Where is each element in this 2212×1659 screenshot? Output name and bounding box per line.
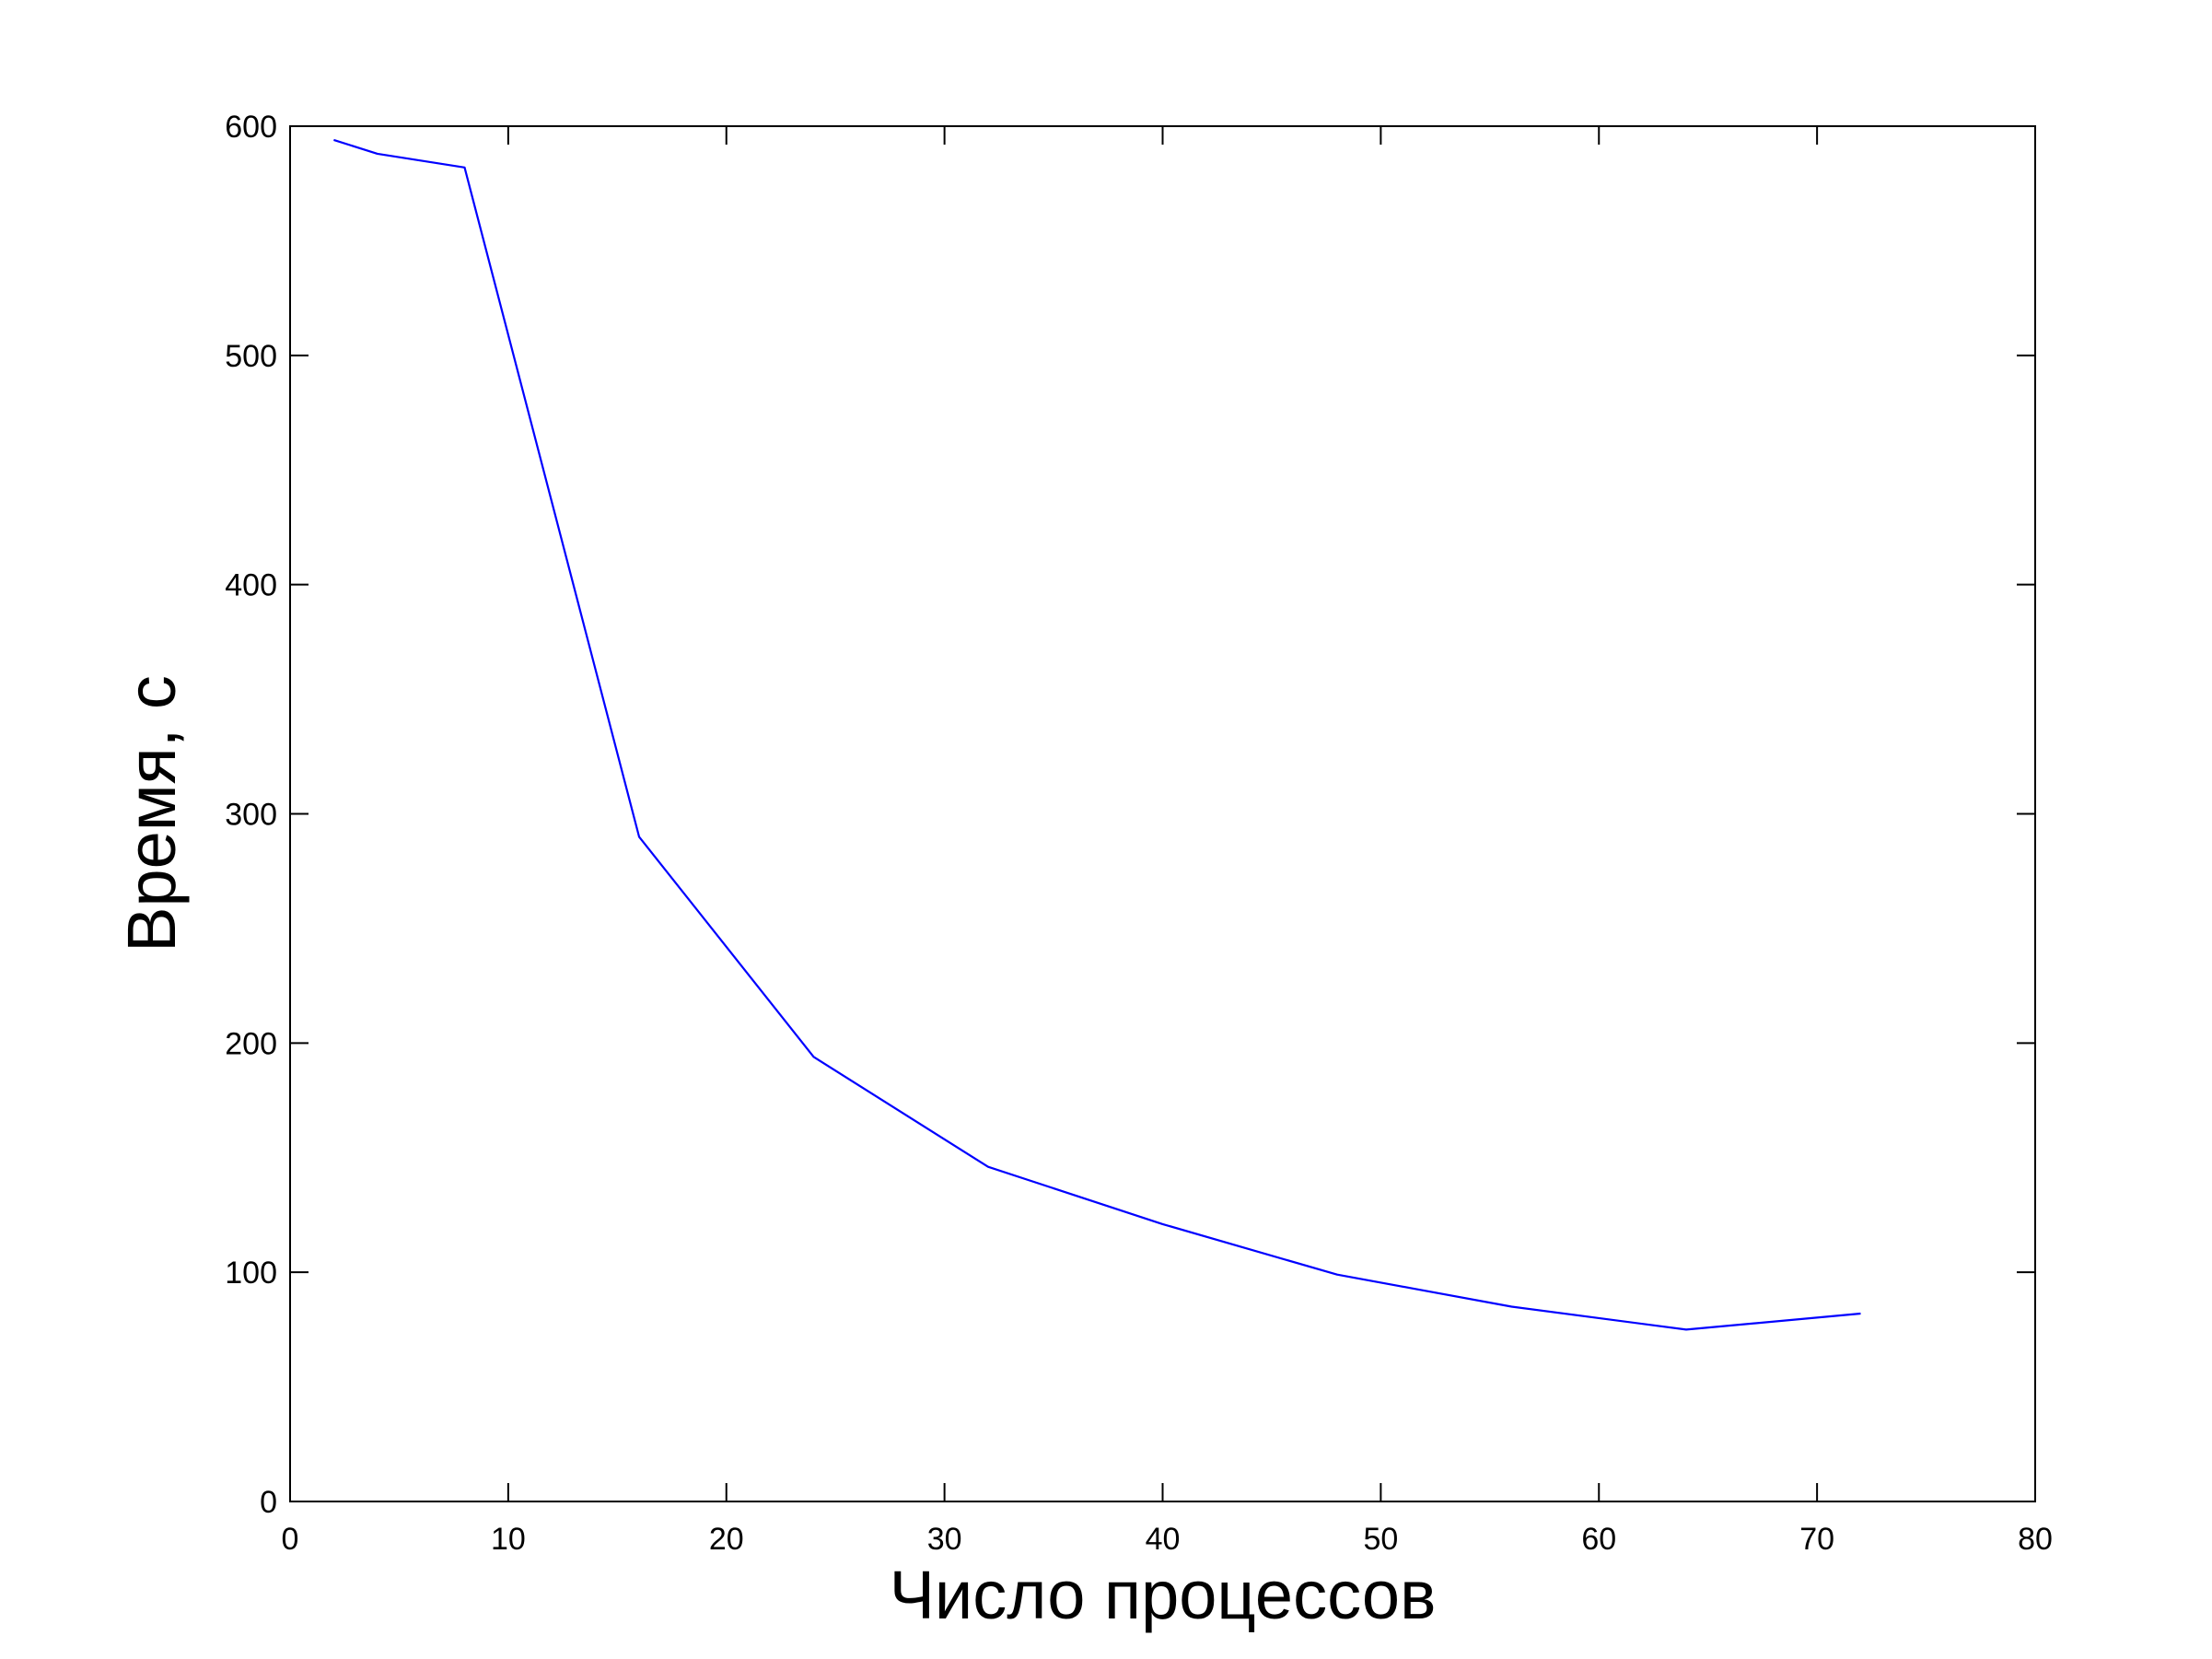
y-axis-label: Время, с (113, 675, 190, 952)
y-axis-ticks: 0 100 200 300 400 500 600 (225, 110, 2035, 1520)
series-layer (333, 138, 1861, 1331)
y-tick-label: 0 (260, 1485, 277, 1520)
y-tick-label: 200 (225, 1026, 277, 1061)
y-tick-label: 400 (225, 568, 277, 603)
y-tick-label: 300 (225, 798, 277, 833)
x-axis-ticks: 0 10 20 30 40 50 60 70 80 (282, 126, 2053, 1557)
x-tick-label: 10 (491, 1522, 526, 1557)
x-tick-label: 0 (282, 1522, 299, 1557)
x-tick-label: 80 (2018, 1522, 2053, 1557)
x-tick-label: 20 (709, 1522, 744, 1557)
y-tick-label: 100 (225, 1256, 277, 1291)
x-tick-label: 50 (1363, 1522, 1398, 1557)
x-tick-label: 70 (1799, 1522, 1834, 1557)
x-tick-label: 30 (927, 1522, 962, 1557)
plot-area: 0 10 20 30 40 50 60 70 80 0 100 200 300 400 500 600 (225, 110, 2053, 1557)
x-axis-label: Число процессов (890, 1557, 1437, 1633)
y-tick-label: 500 (225, 339, 277, 374)
y-tick-label: 600 (225, 110, 277, 145)
x-tick-label: 60 (1581, 1522, 1616, 1557)
x-tick-label: 40 (1146, 1522, 1181, 1557)
